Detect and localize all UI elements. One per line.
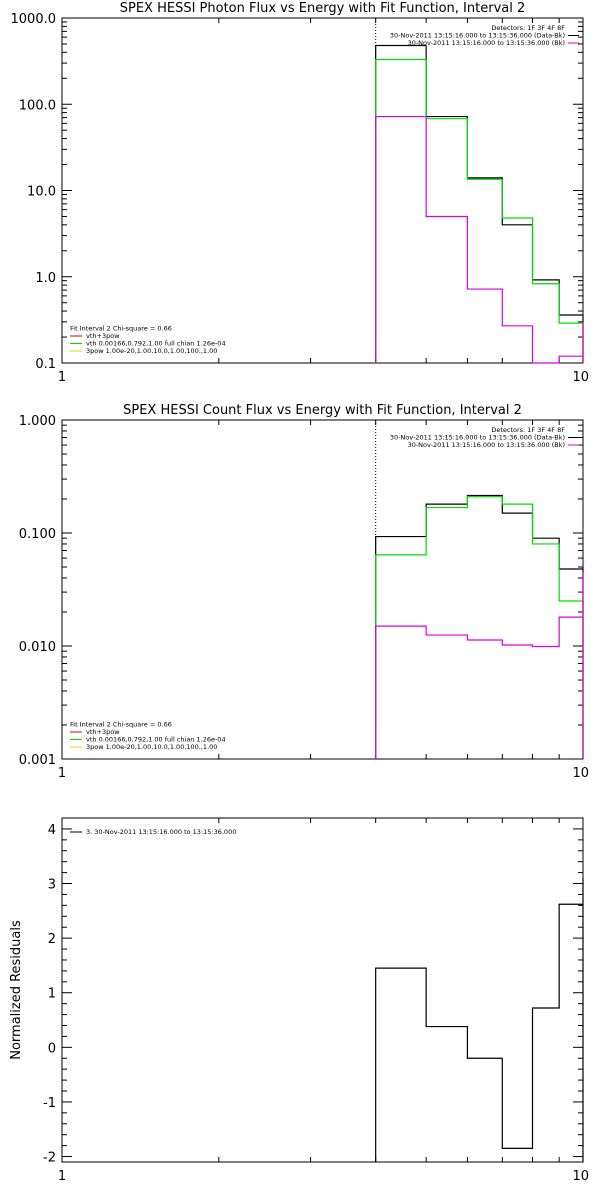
chart-title: SPEX HESSI Count Flux vs Energy with Fit… — [123, 403, 522, 418]
y-tick-label: 0 — [48, 1041, 56, 1056]
legend-left-text: 3. 30-Nov-2011 13:15:16.000 to 13:15:36.… — [86, 828, 236, 836]
series-3-line — [375, 572, 584, 759]
series-1-line — [375, 494, 584, 759]
y-tick-label: 0.100 — [19, 527, 56, 542]
legend-left: Fit Interval 2 Chi-square = 0.66vth+3pow… — [70, 325, 226, 355]
y-tick-label: 4 — [48, 823, 56, 838]
series-2-line — [375, 58, 584, 363]
legend-right-text: 30-Nov-2011 13:15:16.000 to 13:15:36.000… — [408, 441, 565, 449]
x-tick-label: 1 — [58, 370, 66, 385]
legend-right-text: Detectors: 1F 3F 4F 8F — [491, 426, 565, 434]
y-axis-label: Normalized Residuals — [9, 920, 24, 1060]
y-tick-label: 10.0 — [27, 185, 56, 200]
y-tick-label: 1.0 — [35, 271, 56, 286]
series-1-line — [375, 44, 584, 363]
legend-left-text: 3pow 1.00e-20,1.00,10.0,1.00,100.,1.00 — [86, 743, 217, 751]
series-1-line — [375, 878, 584, 1162]
plot-2: SPEX HESSI Count Flux vs Energy with Fit… — [19, 403, 589, 781]
y-tick-label: 1 — [48, 987, 56, 1002]
y-tick-label: 3 — [48, 878, 56, 893]
plot-frame — [61, 419, 584, 760]
x-tick-label: 1 — [58, 766, 66, 781]
y-tick-label: 100.0 — [19, 98, 56, 113]
legend-right-text: Detectors: 1F 3F 4F 8F — [491, 24, 565, 32]
x-axis: 1 10 — [58, 18, 589, 385]
x-tick-label: 10 — [572, 370, 589, 385]
legend-left-text: vth+3pow — [86, 728, 120, 736]
legend-left-text: vth 0.00166,0.792,1.00 full chian 1.26e-… — [86, 736, 226, 744]
legend-left: Fit Interval 2 Chi-square = 0.66vth+3pow… — [70, 721, 226, 751]
series-2-line — [375, 495, 584, 759]
y-tick-label: 2 — [48, 932, 56, 947]
plot-frame — [61, 17, 584, 364]
x-tick-label: 10 — [572, 766, 589, 781]
legend-left-text: vth 0.00166,0.792,1.00 full chian 1.26e-… — [86, 340, 226, 348]
x-tick-label: 10 — [572, 1169, 589, 1184]
y-tick-label: 0.1 — [35, 357, 56, 372]
y-axis: -2 -1 0 1 2 3 4 — [43, 823, 583, 1166]
y-axis: 0.1 1.0 10.0 100.0 1000.0 — [11, 12, 583, 372]
y-tick-label: -1 — [43, 1096, 56, 1111]
x-axis: 1 10 — [58, 818, 589, 1184]
y-tick-label: 0.001 — [19, 753, 56, 768]
legend-left-text: Fit Interval 2 Chi-square = 0.66 — [70, 325, 172, 333]
x-tick-label: 1 — [58, 1169, 66, 1184]
series-3-line — [375, 115, 584, 364]
legend-left: 3. 30-Nov-2011 13:15:16.000 to 13:15:36.… — [70, 828, 236, 836]
legend-right-text: 30-Nov-2011 13:15:16.000 to 13:15:36.000… — [390, 32, 565, 40]
plot-3: Normalized Residuals 1 10 -2 -1 0 1 2 3 4 3. 30-No… — [9, 817, 589, 1184]
legend-right-text: 30-Nov-2011 13:15:16.000 to 13:15:36.000… — [390, 434, 565, 442]
plot-1: SPEX HESSI Photon Flux vs Energy with Fi… — [11, 1, 590, 385]
y-tick-label: 0.010 — [19, 640, 56, 655]
legend-left-text: Fit Interval 2 Chi-square = 0.66 — [70, 721, 172, 729]
y-tick-label: -2 — [43, 1151, 56, 1166]
legend-right-text: 30-Nov-2011 13:15:16.000 to 13:15:36.000… — [408, 39, 565, 47]
legend-left-text: 3pow 1.00e-20,1.00,10.0,1.00,100.,1.00 — [86, 347, 217, 355]
y-tick-label: 1.000 — [19, 414, 56, 429]
y-tick-label: 1000.0 — [11, 12, 57, 27]
legend-left-text: vth+3pow — [86, 332, 120, 340]
plot-frame — [61, 817, 584, 1163]
chart-title: SPEX HESSI Photon Flux vs Energy with Fi… — [120, 1, 526, 16]
y-axis: 0.001 0.010 0.100 1.000 — [19, 414, 583, 768]
